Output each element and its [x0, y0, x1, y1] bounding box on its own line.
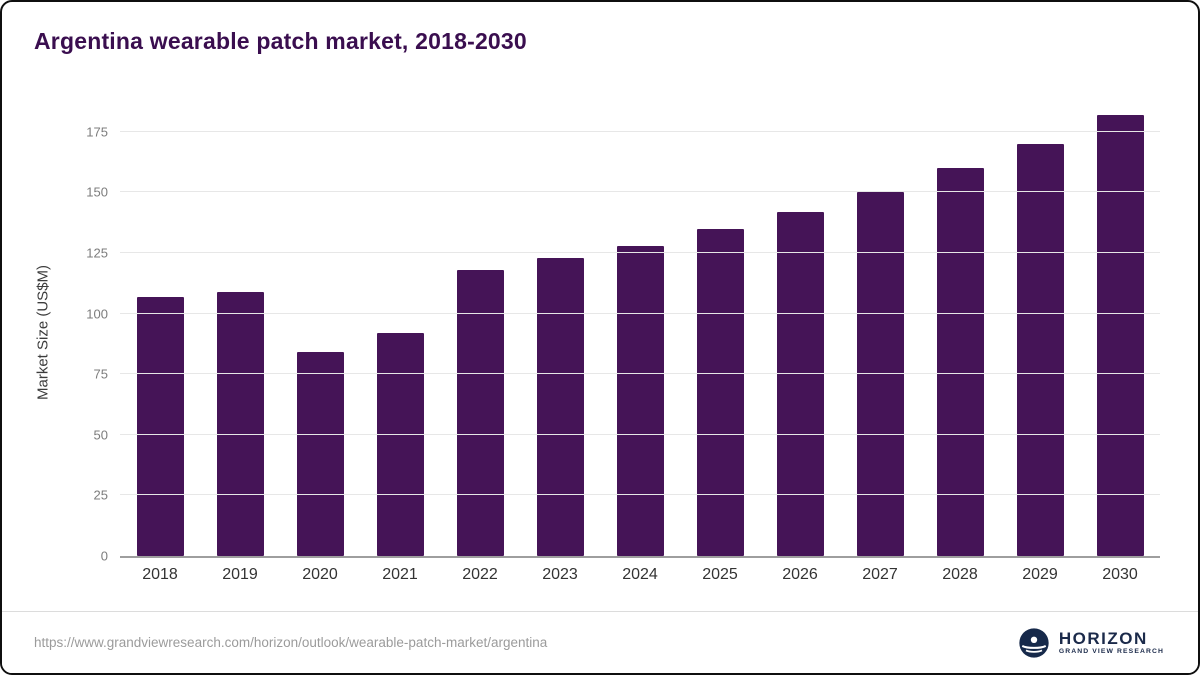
y-tick-label: 50: [93, 427, 108, 443]
x-tick-label: 2026: [782, 566, 818, 583]
bar-2029: [1016, 143, 1064, 556]
bar-2020: [296, 352, 344, 556]
bar-cell: [600, 106, 680, 556]
x-tick-label: 2024: [622, 566, 658, 583]
bar-2022: [456, 269, 504, 556]
gridline: [120, 252, 1160, 253]
x-tick-label: 2027: [862, 566, 898, 583]
x-tick-label: 2020: [302, 566, 338, 583]
bar-cell: [360, 106, 440, 556]
y-tick-label: 75: [93, 366, 108, 382]
bar-cell: [520, 106, 600, 556]
x-tick-label: 2025: [702, 566, 738, 583]
bar-cell: [1080, 106, 1160, 556]
bar-2025: [696, 228, 744, 556]
x-tick-label: 2030: [1102, 566, 1138, 583]
bar-cell: [200, 106, 280, 556]
x-tick-label: 2021: [382, 566, 418, 583]
y-tick-label: 0: [100, 548, 108, 564]
bar-2026: [776, 211, 824, 556]
y-tick-label: 150: [86, 184, 108, 200]
x-axis: 2018 2019 2020 2021 2022 2023 2024 2025 2026 2027…: [120, 566, 1160, 584]
bar-2028: [936, 168, 984, 556]
bar-2027: [856, 192, 904, 556]
x-tick-label: 2029: [1022, 566, 1058, 583]
bar-2021: [376, 333, 424, 556]
bar-2023: [536, 257, 584, 556]
x-tick-label: 2022: [462, 566, 498, 583]
y-axis-title: Market Size (US$M): [34, 264, 52, 400]
y-tick-label: 100: [86, 306, 108, 322]
source-url: https://www.grandviewresearch.com/horizo…: [34, 635, 548, 650]
chart-title: Argentina wearable patch market, 2018-20…: [34, 28, 527, 54]
gridline: [120, 130, 1160, 132]
horizon-logo: HORIZON GRAND VIEW RESEARCH: [1018, 627, 1164, 659]
y-tick-label: 25: [93, 487, 108, 503]
bar-cell: [280, 106, 360, 556]
gridline: [120, 433, 1160, 435]
gridline: [120, 494, 1160, 496]
plot-area: 0 25 50 75 100 125 150 175: [86, 106, 1160, 564]
logo-title: HORIZON: [1058, 629, 1148, 649]
bar-cell: [440, 106, 520, 556]
x-tick-label: 2023: [542, 566, 578, 583]
bar-2018: [136, 296, 184, 556]
gridline: [120, 312, 1160, 314]
bar-cell: [1000, 106, 1080, 556]
bar-cell: [120, 106, 200, 556]
bar-2019: [216, 291, 264, 556]
gridline: [120, 373, 1160, 375]
bar-cell: [920, 106, 1000, 556]
gridline: [120, 191, 1160, 193]
bar-cell: [760, 106, 840, 556]
horizon-globe-icon: [1019, 627, 1049, 658]
bar-2030: [1096, 114, 1144, 556]
x-tick-label: 2018: [142, 566, 178, 583]
bar-2024: [616, 245, 664, 556]
bar-cell: [840, 106, 920, 556]
bar-cell: [680, 106, 760, 556]
logo-subtitle: GRAND VIEW RESEARCH: [1058, 647, 1164, 655]
y-tick-label: 175: [86, 124, 108, 140]
x-tick-label: 2019: [222, 566, 258, 583]
bars-container: [120, 106, 1160, 556]
footer: https://www.grandviewresearch.com/horizo…: [2, 611, 1198, 673]
x-tick-label: 2028: [942, 566, 978, 583]
logo-text: HORIZON GRAND VIEW RESEARCH: [1059, 630, 1164, 655]
y-tick-label: 125: [86, 245, 108, 261]
